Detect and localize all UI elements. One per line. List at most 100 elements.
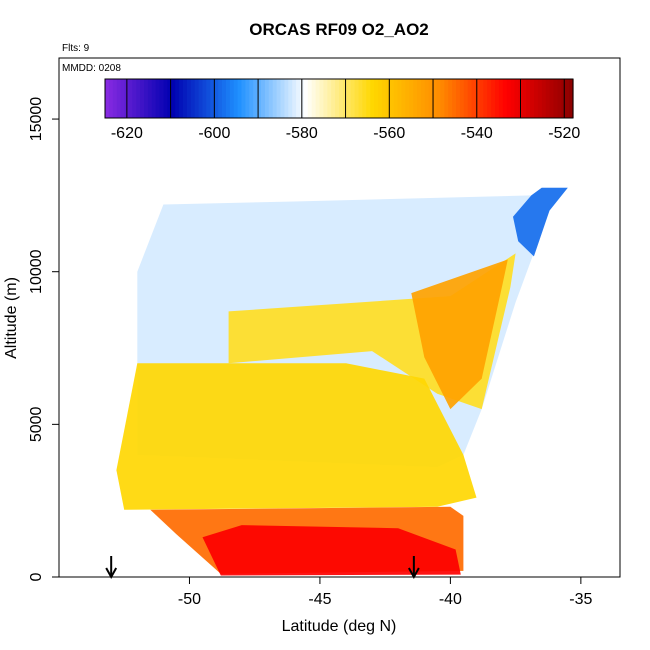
colorbar-segment <box>374 79 379 118</box>
colorbar-segment <box>323 79 328 118</box>
colorbar-segment <box>471 79 477 118</box>
x-tick-label: -50 <box>178 591 201 608</box>
down-arrow-icon <box>105 556 118 580</box>
colorbar-segment <box>214 79 219 118</box>
colorbar-segment <box>167 79 172 118</box>
colorbar-segment <box>128 79 133 118</box>
colorbar-segment <box>335 79 340 118</box>
colorbar-segment <box>514 79 519 118</box>
colorbar-segment <box>331 79 336 118</box>
heatmap-region-mid <box>116 363 477 510</box>
colorbar-segment <box>190 79 196 118</box>
colorbar-segment <box>198 79 204 118</box>
colorbar-segment <box>175 79 180 118</box>
colorbar-segment <box>381 79 387 118</box>
plot-frame <box>58 57 621 578</box>
colorbar-segment <box>561 79 566 118</box>
date-label: MMDD: 0208 <box>62 63 121 74</box>
colorbar-segment <box>389 79 395 118</box>
colorbar-segment <box>288 79 293 118</box>
colorbar-segment <box>261 79 266 118</box>
colorbar-tick-label: -540 <box>461 125 493 142</box>
colorbar-segment <box>534 79 539 118</box>
colorbar-segment <box>163 79 168 118</box>
colorbar-segment <box>346 79 352 118</box>
colorbar-segment <box>120 79 126 118</box>
colorbar-segment <box>401 79 406 118</box>
colorbar-segment <box>237 79 243 118</box>
colorbar-segment <box>557 79 562 118</box>
colorbar-segment <box>370 79 375 118</box>
colorbar-tick-label: -580 <box>286 125 318 142</box>
colorbar-segment <box>483 79 488 118</box>
colorbar-segment <box>144 79 149 118</box>
colorbar-segment <box>378 79 383 118</box>
colorbar-segment <box>284 79 289 118</box>
colorbar-segment <box>272 79 278 118</box>
x-axis-label: Latitude (deg N) <box>282 618 397 635</box>
colorbar-segment <box>307 79 313 118</box>
colorbar-segment <box>112 79 118 118</box>
colorbar-segment <box>397 79 402 118</box>
colorbar-segment <box>319 79 324 118</box>
colorbar-segment <box>479 79 484 118</box>
colorbar-segment <box>444 79 449 118</box>
colorbar-tick-label: -560 <box>373 125 405 142</box>
colorbar-segment <box>151 79 157 118</box>
heatmap-region-tongue-orange <box>411 259 508 410</box>
colorbar-segment <box>202 79 207 118</box>
colorbar-segment <box>311 79 317 118</box>
colorbar-segment <box>171 79 176 118</box>
colorbar-segment <box>452 79 457 118</box>
heatmap-area <box>116 187 568 576</box>
colorbar-segment <box>303 79 309 118</box>
colorbar-segment <box>241 79 246 118</box>
colorbar-segment <box>537 79 543 118</box>
colorbar-segment <box>436 79 441 118</box>
colorbar-segment <box>463 79 469 118</box>
colorbar: -620 -600 -580 -560 -540 -520 <box>104 78 580 142</box>
colorbar-segment <box>253 79 258 118</box>
colorbar-segment <box>315 79 321 118</box>
colorbar-segment <box>393 79 399 118</box>
colorbar-segment <box>276 79 282 118</box>
y-axis-label: Altitude (m) <box>3 277 20 359</box>
x-tick-label: -40 <box>439 591 462 608</box>
colorbar-segment <box>147 79 153 118</box>
x-tick-label: -35 <box>569 591 592 608</box>
x-tick-label: -45 <box>308 591 331 608</box>
colorbar-segment <box>264 79 270 118</box>
chart-title: ORCAS RF09 O2_AO2 <box>249 20 429 39</box>
colorbar-segment <box>459 79 465 118</box>
flights-label: Flts: 9 <box>62 43 90 54</box>
colorbar-segment <box>280 79 285 118</box>
colorbar-segment <box>526 79 531 118</box>
colorbar-segment <box>456 79 461 118</box>
heatmap-region-upper-blue <box>513 187 568 257</box>
colorbar-segment <box>358 79 363 118</box>
colorbar-segment <box>136 79 141 118</box>
colorbar-segment <box>440 79 445 118</box>
colorbar-segment <box>206 79 211 118</box>
colorbar-segment <box>487 79 492 118</box>
colorbar-segment <box>569 79 574 118</box>
colorbar-segment <box>545 79 551 118</box>
colorbar-segment <box>183 79 188 118</box>
colorbar-tick-label: -520 <box>548 125 580 142</box>
colorbar-segment <box>339 79 344 118</box>
colorbar-segment <box>159 79 165 118</box>
colorbar-segment <box>467 79 473 118</box>
colorbar-segment <box>432 79 438 118</box>
colorbar-segment <box>245 79 250 118</box>
colorbar-segment <box>257 79 262 118</box>
colorbar-segment <box>292 79 297 118</box>
colorbar-segment <box>565 79 570 118</box>
colorbar-segment <box>475 79 480 118</box>
colorbar-segment <box>549 79 555 118</box>
colorbar-segment <box>155 79 161 118</box>
colorbar-segment <box>498 79 504 118</box>
colorbar-segment <box>132 79 137 118</box>
colorbar-segment <box>229 79 235 118</box>
colorbar-segment <box>218 79 223 118</box>
